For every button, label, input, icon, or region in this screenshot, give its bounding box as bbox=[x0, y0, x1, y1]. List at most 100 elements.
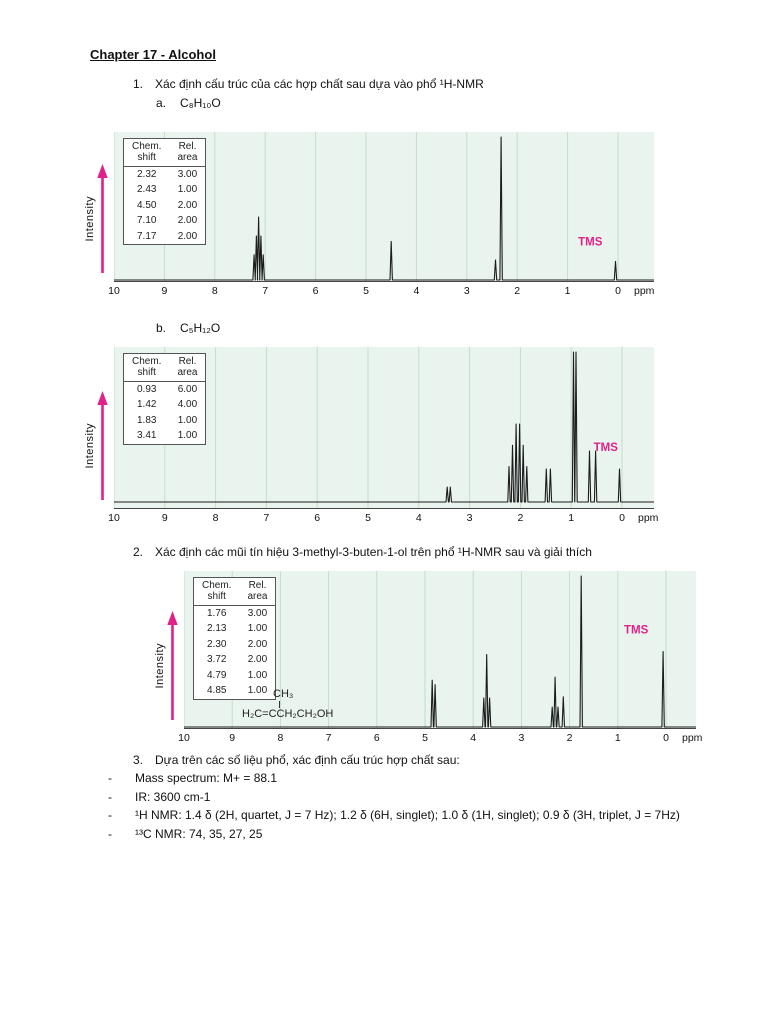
nmr-spectrum-a: Intensity TMS Chem. shift Rel. area 2.32 3.… bbox=[84, 131, 768, 301]
x-tick-label: 9 bbox=[229, 731, 236, 744]
c-nmr-text: ¹³C NMR: 74, 35, 27, 25 bbox=[135, 826, 263, 841]
y-axis-label: Intensity bbox=[84, 196, 96, 242]
intensity-arrow-icon bbox=[167, 610, 178, 720]
shift-table-cell: 1.00 bbox=[177, 414, 198, 426]
bullet-dash: - bbox=[108, 826, 112, 841]
x-axis-unit: ppm bbox=[682, 731, 703, 744]
x-axis-ticks: 10 9 8 7 6 5 4 3 2 1 0 ppm bbox=[108, 284, 654, 301]
y-axis-label: Intensity bbox=[84, 423, 96, 469]
shift-table-cell: 0.93 bbox=[136, 383, 157, 395]
x-tick-label: 6 bbox=[314, 511, 321, 524]
x-tick-label: 8 bbox=[211, 284, 218, 297]
shift-table-row: 1.76 3.00 bbox=[194, 605, 276, 621]
nmr-spectrum-c: Intensity TMS Chem. shift Rel. area 1.76 3.… bbox=[154, 570, 768, 748]
methyl-group: CH₃ bbox=[273, 688, 294, 701]
shift-table-cell: 2.00 bbox=[247, 654, 268, 666]
shift-table-cell: 3.00 bbox=[247, 607, 268, 619]
y-axis: Intensity bbox=[84, 390, 109, 502]
intensity-arrow-icon bbox=[97, 390, 108, 500]
shift-table-cell: 2.32 bbox=[136, 168, 157, 180]
shift-table-cell: 4.00 bbox=[177, 399, 198, 411]
shift-table-row: 4.50 2.00 bbox=[124, 198, 206, 214]
formula-b: C₅H₁₂O bbox=[180, 320, 221, 335]
problem-1-text: Xác định cấu trúc của các hợp chất sau d… bbox=[155, 77, 484, 91]
problem-3: 3. Dựa trên các số liệu phổ, xác định cấ… bbox=[133, 752, 723, 769]
x-tick-label: 0 bbox=[615, 284, 621, 297]
nmr-spectrum-b: Intensity TMS Chem. shift Rel. area 0.93 6.… bbox=[84, 346, 768, 528]
tms-label: TMS bbox=[594, 442, 619, 454]
mass-spectrum-text: Mass spectrum: M+ = 88.1 bbox=[135, 771, 278, 786]
shift-table-row: 3.41 1.00 bbox=[124, 428, 206, 444]
shift-table-header: Rel. area bbox=[239, 577, 276, 606]
subitem-b-label: b. bbox=[156, 320, 167, 335]
shift-table: Chem. shift Rel. area 2.32 3.00 2.43 1.00 4.50… bbox=[123, 137, 207, 246]
shift-table-row: 7.17 2.00 bbox=[124, 229, 206, 245]
x-tick-label: 4 bbox=[413, 284, 420, 297]
structure-backbone: H₂C=CCH₂CH₂OH bbox=[242, 707, 334, 720]
x-tick-label: 9 bbox=[161, 511, 168, 524]
x-tick-label: 6 bbox=[312, 284, 319, 297]
intensity-arrow-icon bbox=[97, 163, 108, 273]
x-tick-label: 5 bbox=[365, 511, 371, 524]
shift-table-row: 7.10 2.00 bbox=[124, 213, 206, 229]
shift-table-cell: 1.00 bbox=[247, 623, 268, 635]
x-tick-label: 7 bbox=[262, 284, 269, 297]
ir-text: IR: 3600 cm-1 bbox=[135, 789, 211, 804]
x-tick-label: 1 bbox=[568, 511, 575, 524]
shift-area-table: Chem. shift Rel. area 2.32 3.00 2.43 1.00 4.50… bbox=[123, 137, 207, 246]
y-axis: Intensity bbox=[154, 610, 179, 722]
x-tick-label: 7 bbox=[325, 731, 332, 744]
bullet-dash: - bbox=[108, 808, 112, 823]
shift-table-row: 2.32 3.00 bbox=[124, 166, 206, 182]
x-tick-label: 4 bbox=[470, 731, 477, 744]
shift-table-row: 1.42 4.00 bbox=[124, 397, 206, 413]
subitem-a: a. C₈H₁₀O bbox=[156, 96, 768, 110]
shift-table-row: 1.83 1.00 bbox=[124, 413, 206, 429]
shift-table-cell: 1.00 bbox=[177, 184, 198, 196]
bond-line bbox=[279, 700, 280, 708]
shift-table-cell: 3.00 bbox=[177, 168, 198, 180]
page-title: Chapter 17 - Alcohol bbox=[90, 47, 216, 62]
x-tick-label: 10 bbox=[178, 731, 190, 744]
shift-table-cell: 6.00 bbox=[177, 383, 198, 395]
x-tick-label: 7 bbox=[263, 511, 270, 524]
bullet-dash: - bbox=[108, 771, 112, 786]
shift-table: Chem. shift Rel. area 1.76 3.00 2.13 1.00 2.30… bbox=[193, 576, 277, 700]
y-axis-label: Intensity bbox=[154, 642, 166, 689]
problem-2: 2. Xác định các mũi tín hiệu 3-methyl-3-… bbox=[133, 544, 723, 561]
shift-table-cell: 7.17 bbox=[136, 230, 157, 242]
shift-table-row: 4.85 1.00 bbox=[194, 683, 276, 699]
shift-table-row: 2.13 1.00 bbox=[194, 621, 276, 637]
x-tick-label: 2 bbox=[517, 511, 524, 524]
shift-table-cell: 1.76 bbox=[206, 607, 227, 619]
list-item: - IR: 3600 cm-1 bbox=[108, 789, 700, 806]
shift-table-row: 4.79 1.00 bbox=[194, 668, 276, 684]
tms-label: TMS bbox=[578, 236, 603, 248]
x-tick-label: 1 bbox=[564, 284, 571, 297]
shift-table-cell: 2.30 bbox=[206, 638, 227, 650]
tms-label: TMS bbox=[624, 624, 649, 636]
shift-table-row: 2.30 2.00 bbox=[194, 637, 276, 653]
x-tick-label: 0 bbox=[619, 511, 625, 524]
y-axis: Intensity bbox=[84, 163, 109, 275]
x-tick-label: 8 bbox=[212, 511, 219, 524]
shift-table-cell: 2.00 bbox=[177, 230, 198, 242]
shift-table-header: Rel. area bbox=[169, 138, 206, 167]
subitem-b: b. C₅H₁₂O bbox=[156, 321, 768, 335]
problem-2-number: 2. bbox=[133, 544, 144, 559]
x-tick-label: 10 bbox=[108, 511, 120, 524]
shift-table-cell: 2.43 bbox=[136, 184, 157, 196]
x-tick-label: 9 bbox=[161, 284, 168, 297]
problem-3-data-list: - Mass spectrum: M+ = 88.1 - IR: 3600 cm… bbox=[0, 770, 768, 843]
list-item: - ¹³C NMR: 74, 35, 27, 25 bbox=[108, 826, 700, 843]
shift-table-cell: 4.50 bbox=[136, 199, 157, 211]
shift-table-row: 2.43 1.00 bbox=[124, 182, 206, 198]
shift-table-header: Chem. shift bbox=[123, 138, 170, 167]
x-tick-label: 1 bbox=[614, 731, 621, 744]
x-tick-label: 2 bbox=[514, 284, 521, 297]
shift-table-cell: 3.72 bbox=[206, 654, 227, 666]
x-tick-label: 3 bbox=[466, 511, 473, 524]
shift-table-cell: 2.00 bbox=[247, 638, 268, 650]
x-tick-label: 2 bbox=[566, 731, 573, 744]
